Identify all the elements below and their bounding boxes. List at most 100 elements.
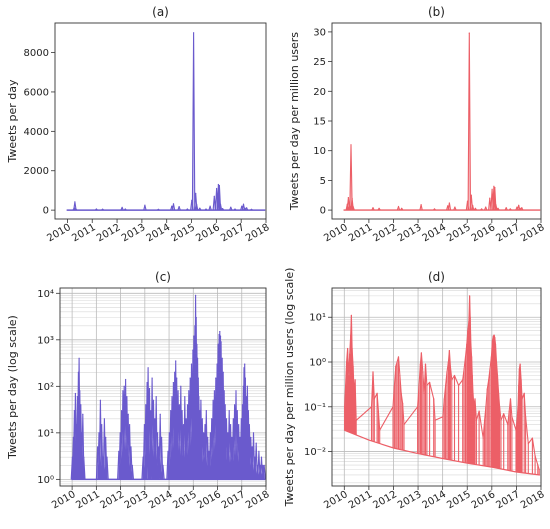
data-point [243,367,245,369]
data-point [245,396,247,398]
data-point [188,390,190,392]
x-tick-label: 2014 [145,222,173,244]
x-tick-label: 2011 [347,222,375,244]
x-tick-label: 2013 [120,222,148,244]
data-point [505,207,507,209]
y-tick-label: 25 [313,57,326,68]
x-tick-label: 2016 [470,222,498,244]
data-point [157,208,159,210]
y-axis: 10⁰ 10¹ 10² 10³ 10⁴ [37,289,60,486]
data-point [155,396,157,398]
data-point [518,368,521,370]
data-point [372,371,374,373]
data-point [170,410,172,412]
data-point [393,384,395,386]
x-tick-label: 2015 [445,489,473,511]
data-point [392,406,394,408]
data-point [76,396,78,398]
data-point [172,203,175,205]
data-point [397,356,400,358]
data-point [195,294,197,296]
data-point [239,436,241,438]
x-tick-label: 2011 [70,222,98,244]
series-b [343,32,541,211]
data-point [353,392,355,394]
data-point [168,432,170,434]
data-point [352,205,354,208]
data-point [77,371,79,373]
plot-frame [331,287,542,487]
x-tick-label: 2014 [421,489,449,511]
data-point [495,361,498,363]
data-point [180,385,182,387]
data-point [217,183,219,186]
data-point [433,208,436,210]
data-point [95,208,97,210]
y-tick-label: 0 [43,206,49,217]
series-d [344,295,540,476]
data-point [83,456,85,458]
y-axis-label: Tweets per day per million users [288,32,301,211]
data-point [448,350,450,352]
data-point [244,363,246,365]
data-point [347,347,349,350]
data-point [216,187,218,190]
data-point [99,399,101,401]
series-line [344,295,540,470]
x-tick-label: 2010 [50,489,78,511]
data-point [152,399,155,401]
data-point [352,365,354,367]
x-tick-label: 2015 [445,222,473,244]
data-point [129,424,131,426]
data-point [347,197,349,199]
data-point [126,396,128,398]
data-point [240,418,242,420]
data-point [204,424,206,426]
data-point [175,360,177,362]
data-point [177,390,179,392]
data-point [469,295,471,297]
data-point [518,384,520,386]
data-point [194,325,196,327]
data-point [195,192,197,194]
y-tick-label: 10⁻¹ [304,402,326,413]
data-point [228,410,230,412]
data-point [471,374,473,377]
y-tick-label: 4000 [24,127,49,138]
data-point [434,419,436,421]
data-point [199,410,201,412]
data-point [171,396,173,398]
data-point [218,184,220,187]
data-point [531,437,534,439]
data-point [466,200,469,202]
data-point [397,205,400,208]
data-point [159,413,161,415]
data-point [144,204,146,206]
data-point [527,443,529,445]
data-point [500,419,502,421]
data-point [256,464,259,466]
data-point [195,317,197,319]
data-point [216,363,218,365]
data-point [213,195,215,197]
data-point [219,331,221,333]
data-point [509,398,512,400]
data-point [146,382,148,384]
data-point [184,396,186,398]
data-point [471,356,473,358]
data-point [402,402,404,404]
y-tick-label: 10⁰ [37,475,54,486]
data-point [102,456,104,458]
data-point [345,384,347,386]
chart-title: (c) [155,270,171,284]
data-point [466,343,468,345]
data-point [230,424,232,426]
x-tick-label: 2013 [396,222,424,244]
y-tick-label: 10 [313,146,326,157]
data-point [193,335,195,337]
x-tick-label: 2011 [347,489,375,511]
data-point [379,429,381,431]
data-point [161,436,163,438]
data-point [518,204,520,206]
